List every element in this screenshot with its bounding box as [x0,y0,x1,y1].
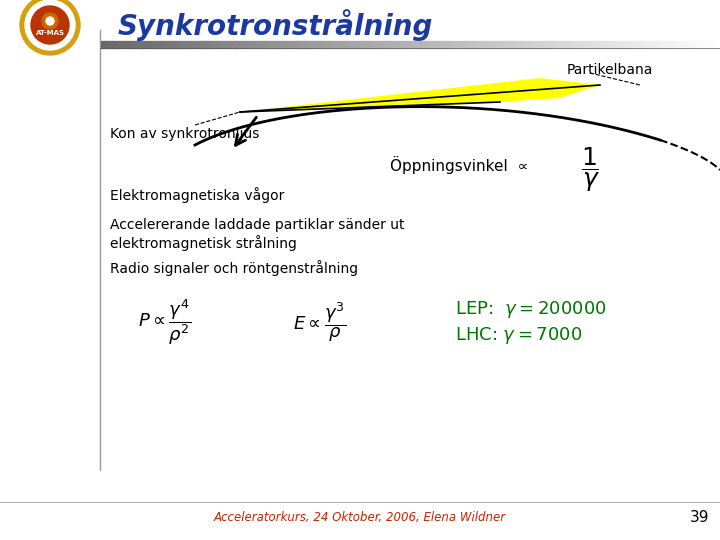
Text: Acceleratorkurs, 24 Oktober, 2006, Elena Wildner: Acceleratorkurs, 24 Oktober, 2006, Elena… [214,511,506,524]
Text: LEP:  $\gamma = 200000$: LEP: $\gamma = 200000$ [455,300,607,321]
Text: elektromagnetisk strålning: elektromagnetisk strålning [110,235,297,251]
Text: Kon av synkrotronljus: Kon av synkrotronljus [110,127,259,141]
Circle shape [42,13,58,29]
Circle shape [31,6,69,44]
Text: Radio signaler och röntgenstrålning: Radio signaler och röntgenstrålning [110,260,358,276]
Text: $E \propto \dfrac{\gamma^3}{\rho}$: $E \propto \dfrac{\gamma^3}{\rho}$ [293,300,346,344]
Text: Elektromagnetiska vågor: Elektromagnetiska vågor [110,187,284,203]
Text: AT-MAS: AT-MAS [35,30,65,36]
Text: Öppningsvinkel  ∝: Öppningsvinkel ∝ [390,156,528,174]
Polygon shape [240,78,600,112]
Circle shape [20,0,80,55]
Text: Synkrotronstrålning: Synkrotronstrålning [118,9,433,41]
Text: Partikelbana: Partikelbana [567,63,653,77]
Circle shape [25,0,75,50]
Text: LHC: $\gamma = 7000$: LHC: $\gamma = 7000$ [455,325,582,346]
Text: 39: 39 [690,510,710,525]
Text: $P \propto \dfrac{\gamma^4}{\rho^2}$: $P \propto \dfrac{\gamma^4}{\rho^2}$ [138,297,192,347]
Text: Accelererande laddade partiklar sänder ut: Accelererande laddade partiklar sänder u… [110,218,405,232]
Circle shape [46,17,54,25]
Text: $\dfrac{1}{\gamma}$: $\dfrac{1}{\gamma}$ [580,146,600,194]
